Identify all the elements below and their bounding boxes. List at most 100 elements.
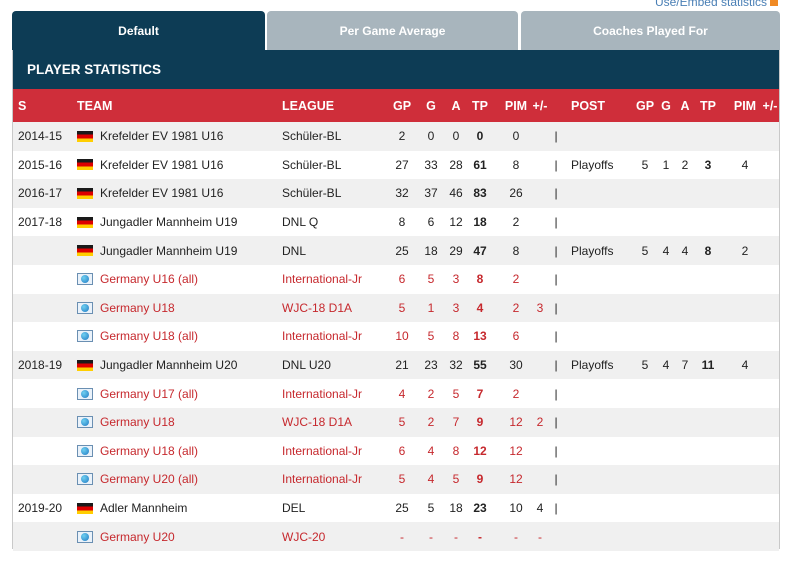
cell-ppm	[761, 208, 779, 237]
cell-pa	[674, 294, 696, 323]
team-name-link[interactable]: Germany U16 (all)	[100, 272, 199, 287]
league-link[interactable]: Schüler-BL	[282, 129, 342, 144]
header-pm[interactable]: +/-	[532, 98, 548, 113]
cell-pm	[529, 437, 551, 466]
league-link[interactable]: Schüler-BL	[282, 157, 342, 172]
team-name-link[interactable]: Germany U18	[100, 415, 175, 430]
cell-s: 2019-20	[18, 501, 63, 516]
league-link[interactable]: DNL Q	[282, 215, 319, 230]
header-ptp[interactable]: TP	[700, 98, 716, 113]
league-link[interactable]: DNL	[282, 243, 307, 258]
league-link[interactable]: WJC-20	[282, 529, 326, 544]
team-cell[interactable]: Adler Mannheim	[77, 494, 282, 523]
header-team[interactable]: TEAM	[77, 98, 113, 113]
team-name-link[interactable]: Germany U20 (all)	[100, 472, 199, 487]
cell-post: Playoffs	[571, 243, 614, 258]
team-name-link[interactable]: Adler Mannheim	[100, 501, 188, 516]
header-ppim[interactable]: PIM	[733, 98, 757, 113]
team-name-link[interactable]: Jungadler Mannheim U19	[100, 243, 238, 258]
team-cell[interactable]: Jungadler Mannheim U20	[77, 351, 282, 380]
league-link[interactable]: WJC-18 D1A	[282, 415, 353, 430]
team-cell[interactable]: Germany U18	[77, 408, 282, 437]
cell-pgp	[633, 294, 657, 323]
header-pa[interactable]: A	[680, 98, 690, 113]
team-cell[interactable]: Germany U20	[77, 522, 282, 551]
header-s[interactable]: S	[18, 98, 27, 113]
header-pg[interactable]: G	[661, 98, 671, 113]
cell-sep: |	[554, 358, 558, 373]
cell-g: 4	[427, 472, 435, 487]
table-row: 2019-20 Adler Mannheim DEL 25 5 18 23 10 4 |	[13, 494, 779, 523]
cell-post	[571, 122, 636, 151]
team-cell[interactable]: Germany U20 (all)	[77, 465, 282, 494]
header-tp[interactable]: TP	[472, 98, 488, 113]
cell-ppim: 4	[741, 157, 749, 172]
header-g[interactable]: G	[426, 98, 436, 113]
league-link[interactable]: DNL U20	[282, 358, 331, 373]
team-cell[interactable]: Germany U17 (all)	[77, 379, 282, 408]
cell-pg	[656, 494, 676, 523]
team-cell[interactable]: Jungadler Mannheim U19	[77, 208, 282, 237]
team-cell[interactable]: Krefelder EV 1981 U16	[77, 179, 282, 208]
header-league[interactable]: LEAGUE	[282, 98, 335, 113]
stats-table-header: S TEAM LEAGUE GP G A TP PIM +/- POST GP G A TP PIM +/-	[13, 89, 779, 122]
tab-coaches-played-for[interactable]: Coaches Played For	[521, 11, 780, 50]
cell-pm	[529, 151, 551, 180]
cell-pm	[529, 122, 551, 151]
cell-ppm	[761, 522, 779, 551]
cell-pim: 8	[512, 243, 520, 258]
team-name-link[interactable]: Germany U18 (all)	[100, 443, 199, 458]
cell-tp: -	[478, 529, 482, 544]
team-cell[interactable]: Krefelder EV 1981 U16	[77, 122, 282, 151]
cell-gp: 25	[395, 243, 409, 258]
team-cell[interactable]: Germany U18	[77, 294, 282, 323]
globe-icon	[77, 330, 93, 343]
cell-a: 5	[452, 386, 460, 401]
league-link[interactable]: International-Jr	[282, 386, 363, 401]
cell-a: 46	[449, 186, 463, 201]
league-link[interactable]: International-Jr	[282, 443, 363, 458]
header-sep[interactable]	[551, 89, 561, 122]
cell-tp: 12	[473, 443, 487, 458]
team-name-link[interactable]: Germany U18	[100, 300, 175, 315]
team-cell[interactable]: Germany U16 (all)	[77, 265, 282, 294]
team-name-link[interactable]: Jungadler Mannheim U20	[100, 358, 238, 373]
league-link[interactable]: International-Jr	[282, 329, 363, 344]
header-ppm[interactable]: +/-	[762, 98, 778, 113]
cell-pgp	[633, 379, 657, 408]
team-name-link[interactable]: Jungadler Mannheim U19	[100, 215, 238, 230]
header-pgp[interactable]: GP	[635, 98, 655, 113]
header-pim[interactable]: PIM	[504, 98, 528, 113]
embed-link-label[interactable]: Use/Embed statistics	[654, 0, 767, 9]
tab-per-game-average[interactable]: Per Game Average	[267, 11, 518, 50]
header-a[interactable]: A	[451, 98, 461, 113]
team-cell[interactable]: Germany U18 (all)	[77, 437, 282, 466]
league-link[interactable]: Schüler-BL	[282, 186, 342, 201]
cell-pim: 6	[512, 329, 520, 344]
team-name-link[interactable]: Krefelder EV 1981 U16	[100, 157, 224, 172]
cell-ppim	[725, 494, 765, 523]
table-row: Germany U18 (all) International-Jr 10 5 8 13 6…	[13, 322, 779, 351]
team-cell[interactable]: Jungadler Mannheim U19	[77, 236, 282, 265]
league-link[interactable]: International-Jr	[282, 472, 363, 487]
league-link[interactable]: International-Jr	[282, 272, 363, 287]
team-name-link[interactable]: Germany U20	[100, 529, 175, 544]
tab-default[interactable]: Default	[12, 11, 265, 50]
team-name-link[interactable]: Germany U17 (all)	[100, 386, 199, 401]
embed-statistics-link[interactable]: Use/Embed statistics	[655, 0, 778, 9]
team-name-link[interactable]: Krefelder EV 1981 U16	[100, 129, 224, 144]
team-cell[interactable]: Germany U18 (all)	[77, 322, 282, 351]
cell-ppim	[725, 122, 765, 151]
cell-pa	[674, 494, 696, 523]
cell-a: 5	[452, 472, 460, 487]
team-name-link[interactable]: Germany U18 (all)	[100, 329, 199, 344]
cell-pgp	[633, 522, 657, 551]
globe-icon	[77, 387, 93, 400]
league-link[interactable]: WJC-18 D1A	[282, 300, 353, 315]
league-link[interactable]: DEL	[282, 501, 306, 516]
header-gp[interactable]: GP	[392, 98, 412, 113]
team-cell[interactable]: Krefelder EV 1981 U16	[77, 151, 282, 180]
cell-ppim	[725, 522, 765, 551]
header-post[interactable]: POST	[571, 98, 606, 113]
team-name-link[interactable]: Krefelder EV 1981 U16	[100, 186, 224, 201]
